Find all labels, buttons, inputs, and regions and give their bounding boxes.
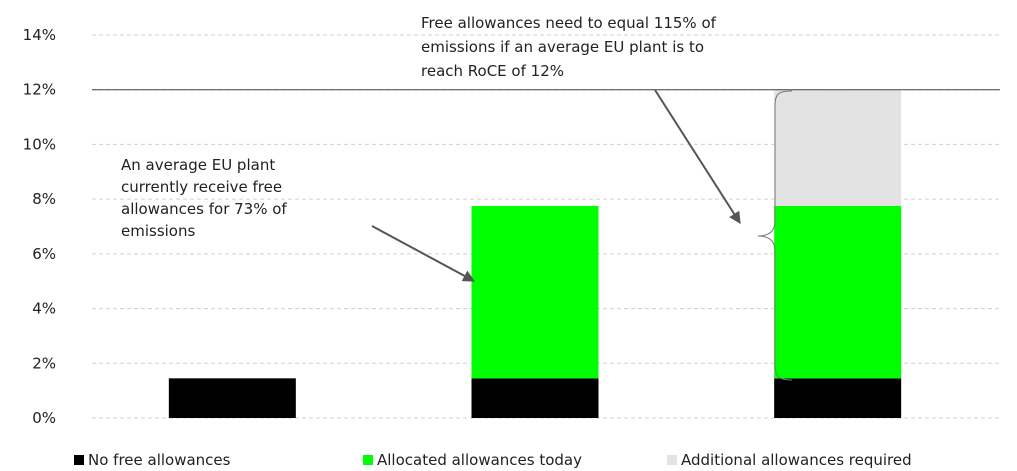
bar-segment-1-cat-2 — [471, 378, 599, 418]
legend-swatch — [667, 455, 677, 465]
y-axis-tick-labels: 0% 2% 4% 6% 8% 10% 12% 14% — [23, 26, 56, 427]
y-tick-label: 12% — [23, 81, 56, 99]
legend-item-additional: Additional allowances required — [667, 451, 912, 469]
y-tick-label: 0% — [32, 409, 56, 427]
y-tick-label: 4% — [32, 300, 56, 318]
arrow-required-allocation — [654, 89, 741, 225]
bars — [168, 89, 902, 418]
y-tick-label: 2% — [32, 354, 56, 372]
legend-swatch — [363, 455, 373, 465]
bar-segment-1-cat-3 — [774, 378, 902, 418]
brace-bracket — [757, 90, 793, 381]
y-tick-label: 6% — [32, 245, 56, 263]
annotation-required-allocation: Free allowances need to equal 115% of em… — [421, 14, 721, 80]
legend-label: No free allowances — [88, 451, 231, 469]
legend-swatch — [74, 455, 84, 465]
arrow-current-allocation — [371, 225, 476, 282]
y-tick-label: 8% — [32, 190, 56, 208]
legend-label: Additional allowances required — [681, 451, 912, 469]
legend-label: Allocated allowances today — [377, 451, 582, 469]
legend-item-no-free: No free allowances — [74, 451, 230, 469]
legend-item-allocated: Allocated allowances today — [363, 451, 582, 469]
legend: No free allowances Allocated allowances … — [0, 451, 1017, 471]
chart: 0% 2% 4% 6% 8% 10% 12% 14% An average EU plant … — [23, 14, 1000, 427]
bar-segment-2-cat-3 — [774, 205, 902, 379]
bar-segment-2-cat-2 — [471, 205, 599, 379]
y-tick-label: 10% — [23, 135, 56, 153]
annotation-current-allocation: An average EU plant currently receive fr… — [121, 156, 291, 240]
bar-segment-3-cat-3 — [774, 89, 902, 206]
y-tick-label: 14% — [23, 26, 56, 44]
bar-segment-1-cat-1 — [168, 378, 296, 418]
